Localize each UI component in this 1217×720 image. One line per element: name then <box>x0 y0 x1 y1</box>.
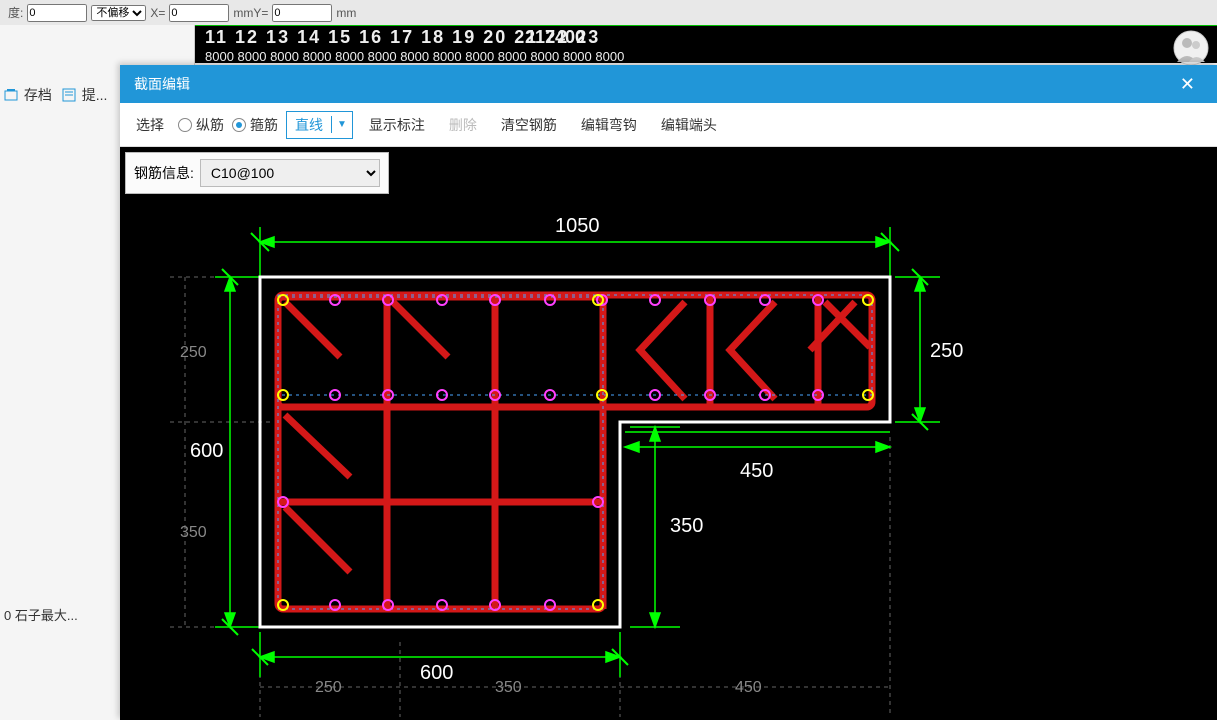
ruler: 11 12 13 14 15 16 17 18 19 20 21 22 23 2… <box>195 25 1217 63</box>
rebar-info-select[interactable]: C10@100 <box>200 159 380 187</box>
top-param-bar: 度: 不偏移 X= mmY= mm <box>0 0 1217 25</box>
section-edit-dialog: 截面编辑 ✕ 选择 纵筋 箍筋 直线 ▼ 显示标注 删除 清空钢筋 编辑弯钩 编… <box>120 65 1217 720</box>
y-input[interactable] <box>272 4 332 22</box>
mm-label: mm <box>336 6 356 20</box>
dim-r350: 350 <box>670 515 703 537</box>
deg-label: 度: <box>8 4 23 21</box>
dim-l350: 350 <box>180 524 207 541</box>
dim-l250: 250 <box>180 344 207 361</box>
archive-icon <box>4 88 18 102</box>
delete-button[interactable]: 删除 <box>441 111 485 139</box>
show-label-button[interactable]: 显示标注 <box>361 111 433 139</box>
x-label: X= <box>150 6 165 20</box>
close-icon[interactable]: ✕ <box>1172 70 1203 99</box>
select-button[interactable]: 选择 <box>130 111 170 139</box>
radio-icon <box>232 118 246 132</box>
deg-input[interactable] <box>27 4 87 22</box>
left-buttons: 存档 提... <box>4 85 107 105</box>
dim-b350: 350 <box>495 679 522 696</box>
submit-icon <box>62 88 76 102</box>
ruler-numbers: 11 12 13 14 15 16 17 18 19 20 21 22 23 <box>205 27 1217 48</box>
offset-select[interactable]: 不偏移 <box>91 5 146 21</box>
ruler-values: 8000 8000 8000 8000 8000 8000 8000 8000 … <box>205 49 1217 64</box>
user-icon[interactable] <box>1173 30 1209 66</box>
toolbar: 选择 纵筋 箍筋 直线 ▼ 显示标注 删除 清空钢筋 编辑弯钩 编辑端头 <box>120 103 1217 147</box>
dim-b600: 600 <box>420 662 453 684</box>
archive-button[interactable]: 存档 <box>4 85 52 105</box>
ruler-mid: 217400 <box>525 27 585 48</box>
edit-hook-button[interactable]: 编辑弯钩 <box>573 111 645 139</box>
mmy-label: mmY= <box>233 6 268 20</box>
dim-l600: 600 <box>190 440 223 462</box>
drawing-canvas[interactable]: 钢筋信息: C10@100 <box>120 147 1217 720</box>
stone-item[interactable]: 0 石子最大... <box>4 605 78 624</box>
line-type-combo[interactable]: 直线 ▼ <box>286 111 353 139</box>
radio-stirrup[interactable]: 箍筋 <box>232 115 278 135</box>
dim-b250: 250 <box>315 679 342 696</box>
dialog-title: 截面编辑 <box>134 74 1172 94</box>
edit-end-button[interactable]: 编辑端头 <box>653 111 725 139</box>
dim-top: 1050 <box>555 215 600 237</box>
submit-button[interactable]: 提... <box>62 85 108 105</box>
dim-r250: 250 <box>930 340 963 362</box>
x-input[interactable] <box>169 4 229 22</box>
dim-r450: 450 <box>740 460 773 482</box>
rebar-info-label: 钢筋信息: <box>134 163 194 183</box>
chevron-down-icon[interactable]: ▼ <box>331 116 352 133</box>
radio-icon <box>178 118 192 132</box>
radio-longitudinal[interactable]: 纵筋 <box>178 115 224 135</box>
dim-b450: 450 <box>735 679 762 696</box>
clear-rebar-button[interactable]: 清空钢筋 <box>493 111 565 139</box>
section-svg: 1050 250 450 350 600 250 350 600 250 350… <box>120 147 1217 720</box>
dialog-titlebar[interactable]: 截面编辑 ✕ <box>120 65 1217 103</box>
rebar-info-panel: 钢筋信息: C10@100 <box>125 152 389 194</box>
